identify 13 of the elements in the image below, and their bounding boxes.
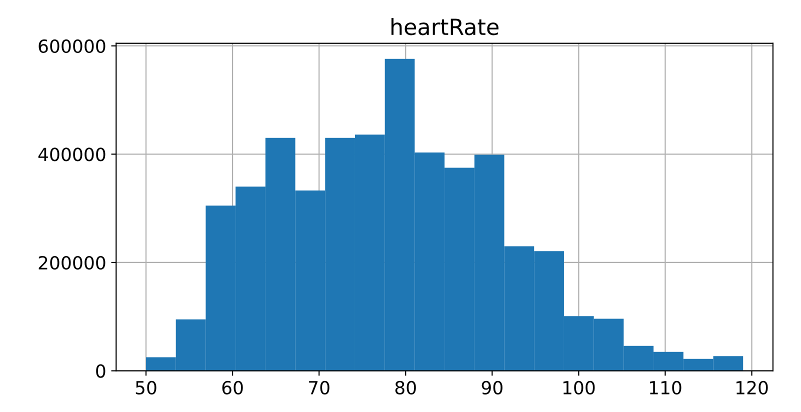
x-tick-label: 100 — [563, 380, 595, 394]
chart-title: heartRate — [391, 18, 498, 36]
x-tick-label: 50 — [136, 380, 156, 394]
y-tick-label: 400000 — [38, 148, 106, 162]
y-tick-label: 200000 — [38, 256, 106, 270]
x-tick-label: 90 — [482, 380, 502, 394]
x-tick-label: 110 — [650, 380, 682, 394]
x-tick-label: 70 — [309, 380, 330, 394]
x-tick-label: 120 — [736, 380, 768, 394]
x-tick-label: 60 — [222, 380, 243, 394]
y-tick-label: 0 — [96, 364, 106, 378]
y-tick-label: 600000 — [38, 39, 106, 53]
x-tick-label: 80 — [395, 380, 416, 394]
